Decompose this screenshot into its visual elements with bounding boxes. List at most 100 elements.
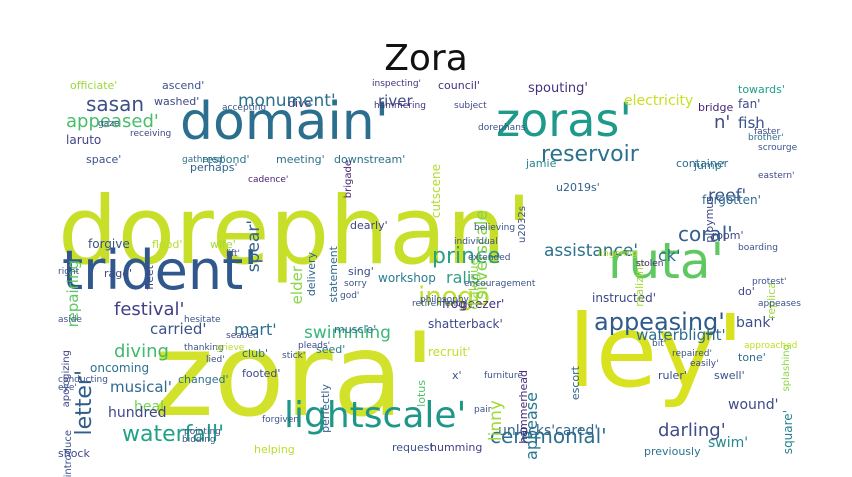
cloud-word: statement — [327, 246, 340, 303]
cloud-word: recruit' — [428, 345, 471, 359]
cloud-word: ruler' — [658, 369, 687, 382]
cloud-word: square' — [781, 410, 795, 455]
cloud-word: splashing — [781, 344, 792, 392]
cloud-word: retirement — [412, 299, 460, 309]
cloud-word: gaze — [98, 119, 120, 129]
cloud-word: hammering — [374, 101, 426, 111]
cloud-word: room' — [712, 229, 744, 242]
cloud-word: previously — [644, 445, 701, 458]
cloud-word: ascend' — [162, 79, 205, 92]
cloud-word: fleet' — [143, 262, 156, 290]
cloud-word: conducting — [58, 375, 108, 385]
cloud-word: shock — [58, 447, 90, 460]
cloud-word: zoras' — [496, 93, 633, 147]
cloud-word: waterblight' — [636, 326, 726, 344]
cloud-word: faster — [754, 127, 781, 137]
cloud-word: aside — [58, 315, 82, 325]
cloud-word: electricity — [624, 93, 694, 109]
cloud-word: approached — [744, 341, 798, 351]
cloud-word: seabed — [226, 331, 259, 341]
cloud-word: muscle' — [334, 323, 377, 336]
cloud-word: furniture — [484, 371, 523, 381]
cloud-word: seed' — [316, 343, 346, 356]
cloud-word: pleads' — [298, 341, 331, 351]
cloud-word: prince — [432, 244, 501, 269]
cloud-word: u2019s' — [556, 181, 600, 194]
cloud-word: darling' — [658, 420, 726, 441]
cloud-word: lift' — [226, 249, 241, 259]
cloud-word: dorephan' — [58, 177, 532, 286]
cloud-word: do' — [738, 285, 755, 298]
cloud-word: helping — [254, 443, 295, 456]
cloud-word: space' — [86, 153, 122, 166]
cloud-word: mart' — [234, 320, 277, 339]
cloud-word: container — [676, 157, 729, 170]
cloud-word: swim' — [708, 435, 749, 451]
cloud-word: encouragement — [464, 279, 536, 289]
cloud-word: shatterback' — [428, 317, 503, 331]
cloud-word: ploymus — [703, 196, 716, 243]
cloud-word: appeasing' — [594, 308, 725, 336]
cloud-word: stick' — [282, 351, 306, 361]
cloud-word: heal — [134, 399, 164, 415]
cloud-word: u2032s — [517, 206, 528, 243]
cloud-word: downstream' — [334, 153, 406, 166]
cloud-word: lotus — [415, 380, 428, 407]
cloud-word: believing — [474, 223, 516, 233]
cloud-word: unlocks'cared' — [498, 423, 599, 439]
cloud-word: cadence' — [248, 175, 289, 185]
cloud-word: appeased' — [66, 111, 159, 132]
cloud-word: eastern' — [758, 171, 795, 181]
cloud-word: reef' — [708, 186, 747, 206]
cloud-word: tone' — [738, 351, 766, 364]
cloud-word: river — [378, 92, 413, 110]
cloud-word: bit' — [652, 339, 667, 349]
cloud-word: fan' — [738, 97, 761, 111]
cloud-word: flood' — [152, 238, 183, 251]
cloud-word: humming — [430, 441, 483, 454]
cloud-word: wound' — [728, 397, 779, 413]
cloud-word: lingering — [598, 249, 638, 259]
cloud-word: receiving — [130, 129, 172, 139]
cloud-word: perfectly — [319, 384, 332, 433]
cloud-word: gathered' — [182, 155, 226, 165]
cloud-word: lied' — [206, 355, 225, 365]
cloud-word: repaired' — [672, 349, 712, 359]
cloud-word: n' — [714, 112, 731, 133]
cloud-word: request — [392, 441, 434, 454]
cloud-word: subject — [454, 101, 487, 111]
cloud-word: easily' — [690, 359, 719, 369]
cloud-word: wife' — [210, 238, 236, 251]
cloud-word: sorry — [344, 279, 367, 289]
cloud-word: thanking — [184, 343, 224, 353]
cloud-word: frog — [442, 297, 466, 311]
cloud-word: introduce — [63, 430, 74, 477]
cloud-word: dive — [288, 97, 312, 110]
cloud-word: ceremonial' — [490, 424, 607, 448]
cloud-word: rage' — [104, 267, 133, 280]
cloud-word: inspecting' — [372, 79, 422, 89]
cloud-word: reservoir — [541, 142, 639, 167]
cloud-word: jamie — [526, 157, 557, 170]
cloud-word: swell' — [714, 369, 745, 382]
cloud-word: bidding — [182, 435, 216, 445]
cloud-word: pointing — [184, 427, 221, 437]
cloud-word: sing' — [348, 265, 374, 278]
cloud-word: respond' — [202, 153, 250, 166]
cloud-word: hundred — [108, 405, 167, 421]
cloud-word: festival' — [114, 299, 185, 320]
cloud-word: footed' — [242, 367, 281, 380]
cloud-word: forgiven — [262, 415, 299, 425]
cloud-word: brigade — [343, 160, 354, 199]
cloud-word: bridge — [698, 101, 734, 114]
cloud-word: ralis — [446, 268, 480, 287]
cloud-word: changed' — [178, 373, 229, 386]
cloud-word: monument' — [238, 91, 336, 111]
cloud-word: sasan — [86, 92, 145, 116]
cloud-word: jump' — [694, 159, 725, 172]
cloud-word: spouting' — [528, 81, 588, 96]
wordcloud-title: Zora — [384, 38, 468, 79]
cloud-word: dorephans — [478, 123, 526, 133]
cloud-word: ck' — [658, 246, 681, 265]
cloud-word: delivery — [305, 252, 318, 297]
